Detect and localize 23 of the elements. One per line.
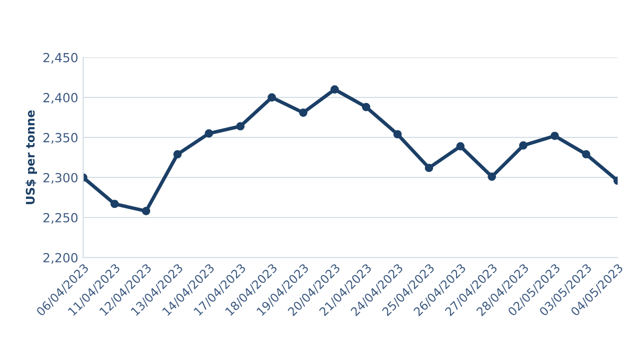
y-tick-label: 2,450: [43, 52, 78, 64]
y-tick-label: 2,200: [43, 252, 78, 264]
y-tick-label: 2,300: [43, 172, 78, 184]
y-tick-label: 2,400: [43, 92, 78, 104]
point: [236, 122, 245, 130]
point: [330, 85, 339, 94]
point: [204, 129, 214, 138]
point: [299, 108, 308, 117]
y-tick-label: 2,350: [43, 132, 78, 144]
point: [393, 130, 402, 138]
point: [519, 141, 528, 150]
point: [110, 200, 119, 208]
point: [362, 102, 370, 112]
y-tick-label: 2,250: [43, 212, 78, 224]
point: [268, 93, 276, 102]
point: [488, 172, 496, 181]
point: [142, 206, 150, 216]
point: [456, 142, 465, 150]
point: [173, 150, 182, 158]
point: [582, 150, 590, 158]
point: [424, 164, 434, 172]
point: [550, 132, 559, 140]
y-axis-title: US$ per tonne: [26, 110, 37, 204]
